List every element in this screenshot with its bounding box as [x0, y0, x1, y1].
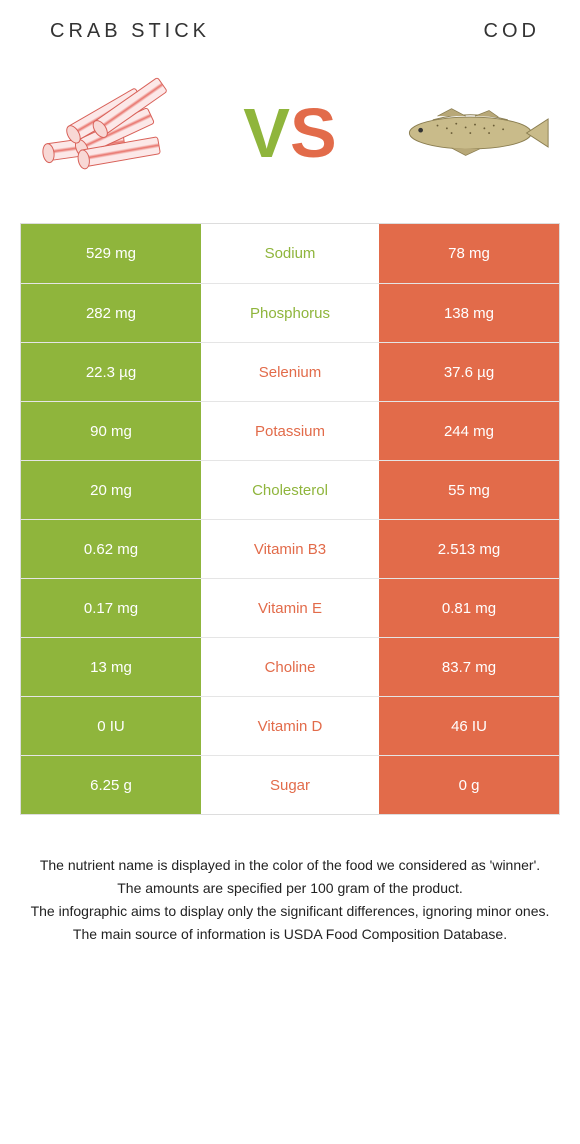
right-value: 83.7 mg — [379, 638, 559, 696]
nutrient-table: 529 mgSodium78 mg282 mgPhosphorus138 mg2… — [20, 223, 560, 815]
table-row: 0.62 mgVitamin B32.513 mg — [21, 519, 559, 578]
left-value: 20 mg — [21, 461, 201, 519]
table-row: 22.3 µgSelenium37.6 µg — [21, 342, 559, 401]
table-row: 90 mgPotassium244 mg — [21, 401, 559, 460]
nutrient-name: Choline — [201, 638, 379, 696]
right-value: 138 mg — [379, 284, 559, 342]
nutrient-name: Vitamin D — [201, 697, 379, 755]
vs-s: S — [290, 93, 337, 173]
left-food-title: CRAB STICK — [50, 20, 210, 43]
right-value: 78 mg — [379, 224, 559, 283]
footnote-line: The nutrient name is displayed in the co… — [30, 855, 550, 876]
footnote-line: The infographic aims to display only the… — [30, 901, 550, 922]
footnotes: The nutrient name is displayed in the co… — [20, 815, 560, 945]
left-value: 90 mg — [21, 402, 201, 460]
right-value: 2.513 mg — [379, 520, 559, 578]
left-value: 0.62 mg — [21, 520, 201, 578]
right-food-title: COD — [484, 20, 540, 43]
nutrient-name: Vitamin E — [201, 579, 379, 637]
header-titles: CRAB STICK COD — [20, 20, 560, 73]
right-value: 46 IU — [379, 697, 559, 755]
vs-label: V S — [243, 93, 336, 173]
table-row: 20 mgCholesterol55 mg — [21, 460, 559, 519]
table-row: 0 IUVitamin D46 IU — [21, 696, 559, 755]
left-value: 0.17 mg — [21, 579, 201, 637]
footnote-line: The main source of information is USDA F… — [30, 924, 550, 945]
vs-row: V S — [20, 73, 560, 223]
nutrient-name: Sodium — [201, 224, 379, 283]
nutrient-name: Selenium — [201, 343, 379, 401]
footnote-line: The amounts are specified per 100 gram o… — [30, 878, 550, 899]
nutrient-name: Cholesterol — [201, 461, 379, 519]
nutrient-name: Sugar — [201, 756, 379, 814]
right-value: 37.6 µg — [379, 343, 559, 401]
table-row: 529 mgSodium78 mg — [21, 224, 559, 283]
left-value: 282 mg — [21, 284, 201, 342]
left-value: 22.3 µg — [21, 343, 201, 401]
nutrient-name: Phosphorus — [201, 284, 379, 342]
left-value: 13 mg — [21, 638, 201, 696]
left-value: 6.25 g — [21, 756, 201, 814]
nutrient-name: Vitamin B3 — [201, 520, 379, 578]
right-value: 55 mg — [379, 461, 559, 519]
left-value: 0 IU — [21, 697, 201, 755]
nutrient-name: Potassium — [201, 402, 379, 460]
table-row: 0.17 mgVitamin E0.81 mg — [21, 578, 559, 637]
right-value: 0 g — [379, 756, 559, 814]
table-row: 282 mgPhosphorus138 mg — [21, 283, 559, 342]
right-value: 0.81 mg — [379, 579, 559, 637]
table-row: 13 mgCholine83.7 mg — [21, 637, 559, 696]
left-value: 529 mg — [21, 224, 201, 283]
cod-image — [400, 83, 550, 183]
table-row: 6.25 gSugar0 g — [21, 755, 559, 814]
crab-stick-image — [30, 83, 180, 183]
right-value: 244 mg — [379, 402, 559, 460]
vs-v: V — [243, 93, 290, 173]
